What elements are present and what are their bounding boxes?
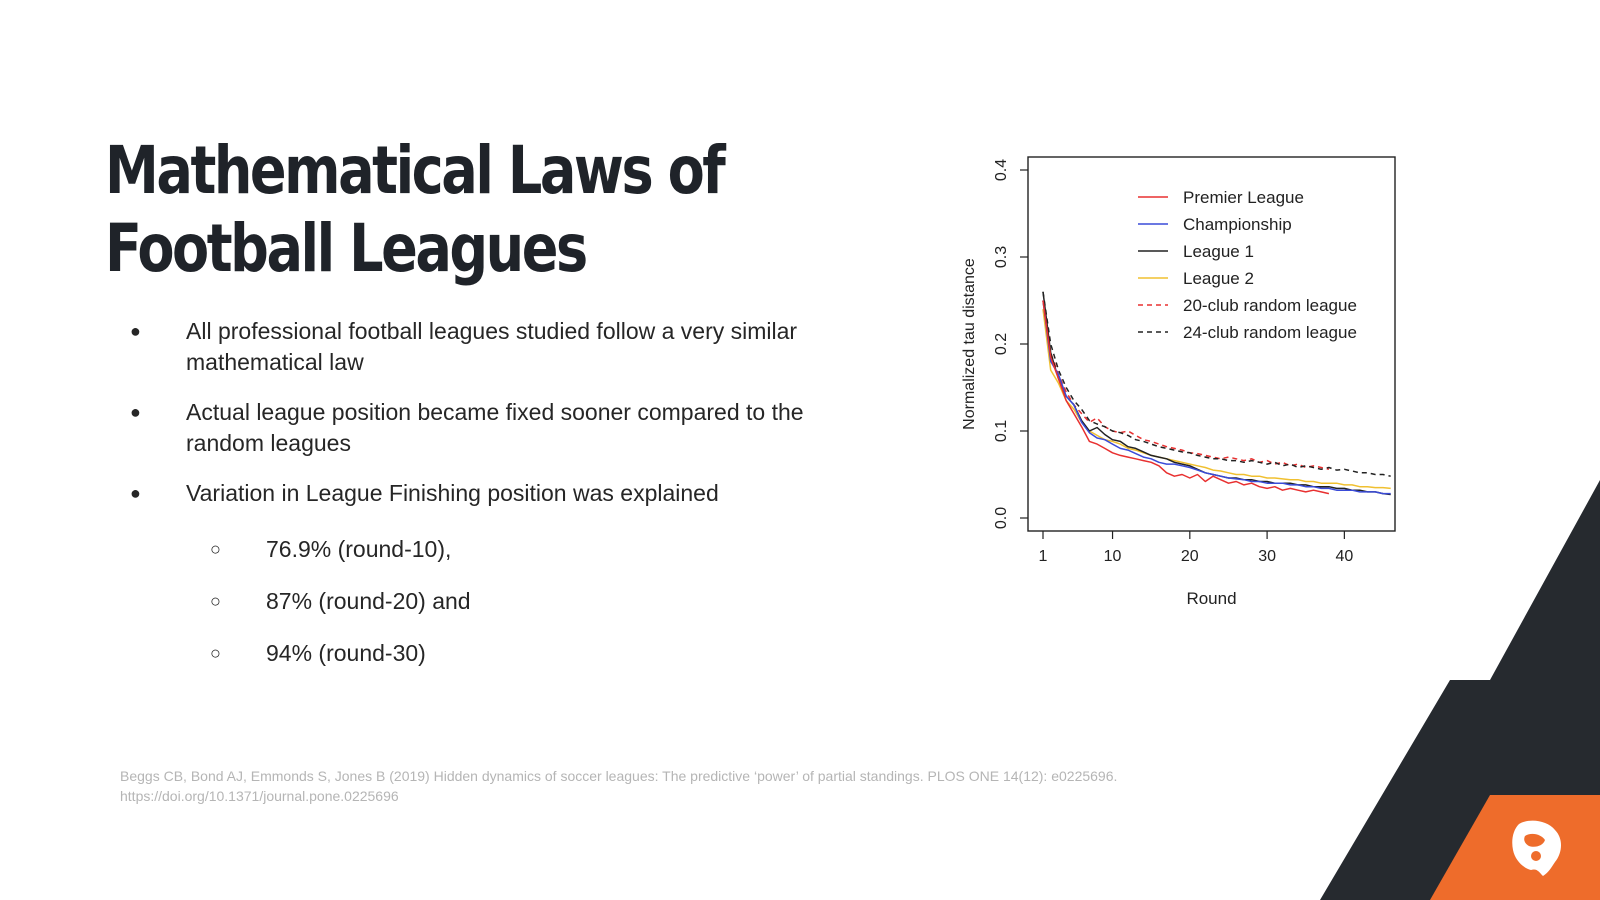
x-tick-label: 20 [1181,548,1199,565]
x-tick-label: 30 [1258,548,1276,565]
sub-bullet-text: 76.9% (round-10), [266,536,452,562]
sub-bullet-circle-icon: ○ [210,643,221,663]
legend-label: Premier League [1183,188,1304,207]
y-axis-label: Normalized tau distance [961,258,978,430]
bullet-text: All professional football leagues studie… [186,318,798,375]
y-tick-label: 0.4 [993,159,1010,181]
sub-bullet-list: ○ 76.9% (round-10), ○ 87% (round-20) and ○… [210,534,471,690]
bullet-item: ● All professional football leagues studi… [130,316,870,378]
bullet-text: Variation in League Finishing position w… [186,480,719,506]
series-line [1042,291,1391,477]
bullet-dot-icon: ● [130,321,141,341]
citation: Beggs CB, Bond AJ, Emmonds S, Jones B (2… [120,766,1270,806]
sub-bullet-text: 87% (round-20) and [266,588,471,614]
y-tick-label: 0.1 [993,420,1010,442]
title-line-1: Mathematical Laws of [105,132,726,209]
series-line [1042,309,1391,490]
sub-bullet-item: ○ 87% (round-20) and [210,586,471,638]
page-title: Mathematical Laws of Football Leagues [105,132,728,288]
bullet-item: ● Actual league position became fixed soo… [130,397,870,459]
legend-label: 20-club random league [1183,296,1357,315]
legend-label: League 2 [1183,269,1254,288]
sub-bullet-item: ○ 94% (round-30) [210,638,471,690]
bullet-dot-icon: ● [130,483,141,503]
y-tick-label: 0.3 [993,246,1010,268]
x-tick-label: 10 [1104,548,1122,565]
citation-line-2: https://doi.org/10.1371/journal.pone.022… [120,788,399,804]
x-tick-label: 40 [1335,548,1353,565]
citation-line-1: Beggs CB, Bond AJ, Emmonds S, Jones B (2… [120,768,1118,784]
bullet-text: Actual league position became fixed soon… [186,399,804,456]
series-line [1042,300,1391,495]
bullet-list: ● All professional football leagues studi… [130,316,870,528]
y-tick-label: 0.0 [993,507,1010,529]
chart-figure: 1 10 20 30 40 0.0 0.1 0.2 0.3 0.4 Round Normalized … [960,150,1440,630]
legend-label: 24-club random league [1183,323,1357,342]
legend-label: Championship [1183,215,1292,234]
sub-bullet-circle-icon: ○ [210,539,221,559]
sub-bullet-text: 94% (round-30) [266,640,426,666]
x-tick-label: 1 [1039,548,1048,565]
bullet-dot-icon: ● [130,402,141,422]
title-line-2: Football Leagues [105,210,588,287]
bird-logo-icon [1512,820,1561,876]
line-chart: 1 10 20 30 40 0.0 0.1 0.2 0.3 0.4 Round Normalized … [961,156,1396,608]
x-axis-label: Round [1186,589,1236,608]
sub-bullet-circle-icon: ○ [210,591,221,611]
legend-label: League 1 [1183,242,1254,261]
bullet-item: ● Variation in League Finishing position … [130,478,870,509]
series-line [1042,300,1330,495]
sub-bullet-item: ○ 76.9% (round-10), [210,534,471,586]
y-tick-label: 0.2 [993,333,1010,355]
